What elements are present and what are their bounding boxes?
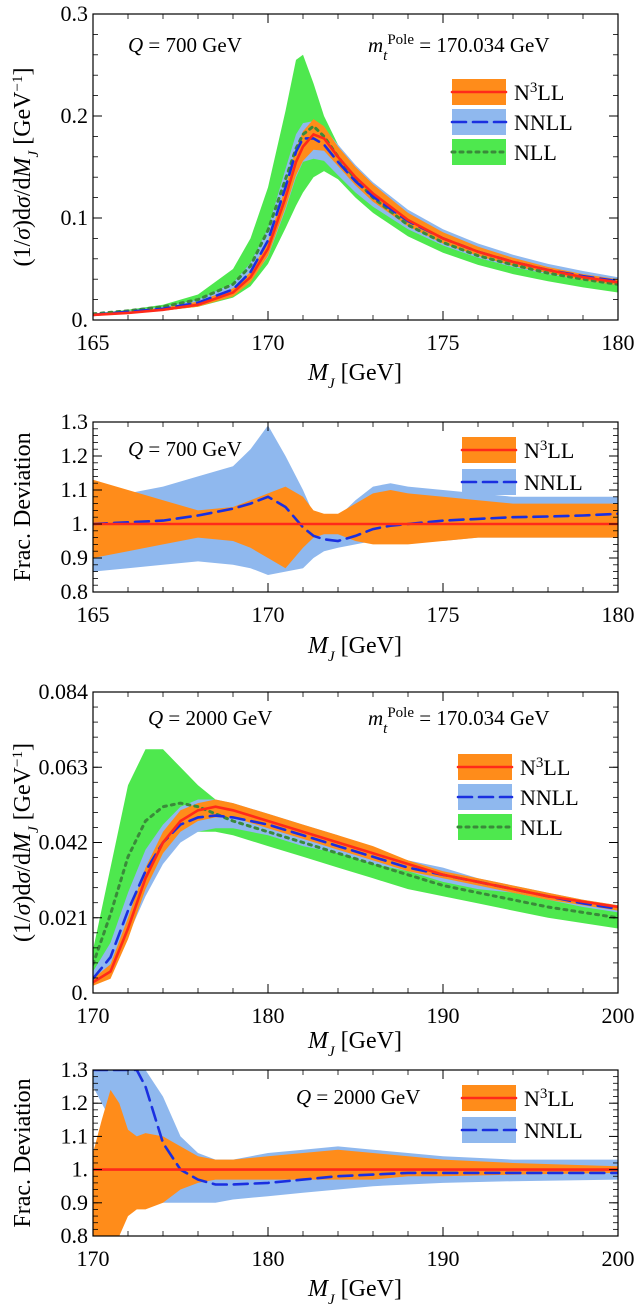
- y-tick-label: 0.: [72, 307, 89, 332]
- y-axis-label: Frac. Deviation: [10, 1078, 36, 1227]
- x-tick-label: 170: [77, 1003, 110, 1028]
- plot-frame: [92, 1069, 619, 1237]
- y-tick-label: 1.1: [61, 477, 89, 502]
- legend-label: NNLL: [514, 110, 573, 135]
- y-tick-label: 0.2: [61, 103, 89, 128]
- legend-label: NNLL: [520, 785, 579, 810]
- y-tick-label: 0.021: [39, 905, 89, 930]
- legend-label: N3LL: [520, 755, 570, 780]
- y-tick-label: 1.: [72, 511, 89, 536]
- x-tick-label: 175: [427, 330, 460, 355]
- annotation-q: Q = 2000 GeV: [296, 1085, 420, 1109]
- x-tick-label: 180: [252, 1003, 285, 1028]
- y-tick-label: 1.2: [61, 1090, 89, 1115]
- x-axis-label: MJ [GeV]: [307, 1276, 402, 1308]
- annotation-q: Q = 2000 GeV: [148, 706, 272, 730]
- x-tick-label: 200: [602, 1003, 635, 1028]
- x-tick-label: 165: [77, 602, 110, 627]
- y-tick-label: 0.063: [39, 754, 89, 779]
- x-tick-label: 180: [602, 602, 635, 627]
- y-tick-label: 0.084: [39, 679, 89, 704]
- x-tick-label: 170: [252, 330, 285, 355]
- plot-frame: [92, 421, 619, 593]
- x-tick-label: 170: [77, 1246, 110, 1271]
- y-axis-label: (1/σ)dσ/dMJ [GeV−1]: [10, 743, 42, 942]
- x-tick-label: 180: [602, 330, 635, 355]
- legend-label: NNLL: [524, 1118, 583, 1143]
- x-tick-label: 175: [427, 602, 460, 627]
- annotation-mass: mtPole = 170.034 GeV: [368, 32, 550, 64]
- plot-frame: [92, 13, 619, 321]
- y-axis-label: Frac. Deviation: [10, 432, 36, 581]
- x-tick-label: 190: [427, 1003, 460, 1028]
- series-line-nll: [93, 801, 618, 966]
- x-tick-label: 170: [252, 602, 285, 627]
- legend-label: N3LL: [514, 80, 564, 105]
- x-axis-label: MJ [GeV]: [307, 1028, 402, 1060]
- y-tick-label: 0.9: [61, 1190, 89, 1215]
- annotation-q: Q = 700 GeV: [128, 33, 242, 57]
- y-tick-label: 0.8: [61, 579, 89, 604]
- y-tick-label: 0.8: [61, 1223, 89, 1248]
- uncertainty-band-nll: [93, 749, 618, 979]
- y-tick-label: 1.3: [61, 409, 89, 434]
- x-axis-label: MJ [GeV]: [307, 633, 402, 665]
- series-line-nnll: [93, 495, 618, 543]
- uncertainty-band-n3ll: [93, 799, 618, 986]
- legend-label: N3LL: [524, 1086, 574, 1111]
- y-tick-label: 1.3: [61, 1057, 89, 1082]
- y-axis-label: (1/σ)dσ/dMJ [GeV−1]: [10, 68, 42, 267]
- y-tick-label: 1.1: [61, 1123, 89, 1148]
- x-tick-label: 180: [252, 1246, 285, 1271]
- y-tick-label: 0.3: [61, 1, 89, 26]
- legend-label: N3LL: [524, 438, 574, 463]
- y-tick-label: 0.1: [61, 205, 89, 230]
- series-line-nnll: [93, 1070, 618, 1186]
- y-tick-label: 1.2: [61, 443, 89, 468]
- series-line-n3ll: [93, 805, 618, 984]
- legend-label: NLL: [514, 140, 557, 165]
- y-tick-label: 0.9: [61, 545, 89, 570]
- annotation-mass: mtPole = 170.034 GeV: [368, 705, 550, 737]
- series-line-n3ll: [93, 132, 618, 317]
- y-tick-label: 1.: [72, 1157, 89, 1182]
- legend-label: NLL: [520, 815, 563, 840]
- y-tick-label: 0.042: [39, 830, 89, 855]
- x-axis-label: MJ [GeV]: [307, 360, 402, 392]
- annotation-q: Q = 700 GeV: [128, 437, 242, 461]
- x-tick-label: 190: [427, 1246, 460, 1271]
- x-tick-label: 200: [602, 1246, 635, 1271]
- series-line-nll: [93, 124, 618, 316]
- y-tick-label: 0.: [72, 980, 89, 1005]
- legend-label: NNLL: [524, 470, 583, 495]
- x-tick-label: 165: [77, 330, 110, 355]
- series-line-nnll: [93, 137, 618, 317]
- uncertainty-band-n3ll: [93, 1089, 618, 1236]
